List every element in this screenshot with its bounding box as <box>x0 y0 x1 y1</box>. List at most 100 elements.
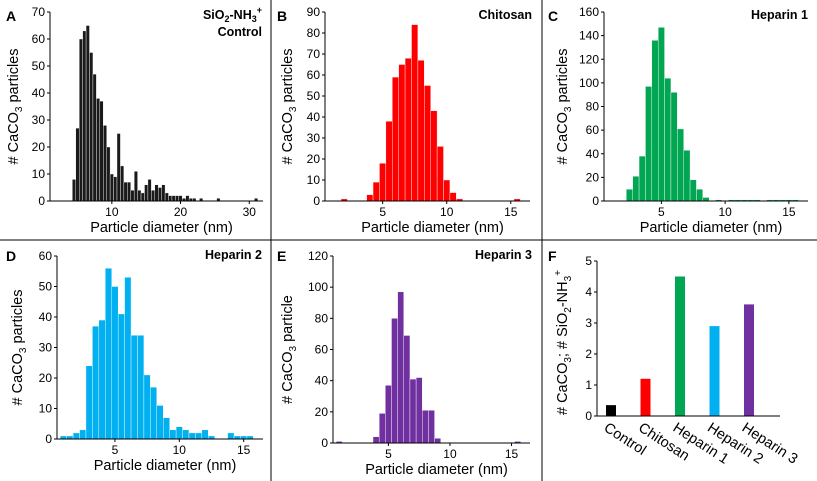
panel-d-x-label: Particle diameter (nm) <box>94 458 237 474</box>
panel-e-y-tick-label: 0 <box>321 436 328 450</box>
panel-f-y-tick-label: 4 <box>585 285 592 299</box>
panel-d-bar <box>137 335 145 440</box>
panel-d-bar <box>105 268 112 440</box>
panel-e-x-label: Particle diameter (nm) <box>365 462 508 478</box>
panel-c-bar <box>664 77 672 202</box>
panel-e-y-tick-label: 100 <box>308 280 328 294</box>
panel-letter-f: F <box>548 248 557 264</box>
panel-b-bar <box>372 181 380 202</box>
panel-c-bar <box>670 92 678 202</box>
panel-d-bar <box>156 405 164 440</box>
panel-e-x-tick-label: 15 <box>505 447 519 461</box>
panel-a-bar <box>130 189 135 202</box>
panel-a-y-tick-label: 70 <box>32 5 46 19</box>
panel-a-y-tick-label: 10 <box>32 167 46 181</box>
panel-a-bar <box>140 192 145 202</box>
panel-c-x-tick-label: 15 <box>782 205 796 219</box>
panel-b-bar <box>436 146 444 202</box>
panel-letter-c: C <box>548 8 558 24</box>
panel-a-y-tick-label: 60 <box>32 32 46 46</box>
panel-e-bar <box>397 291 404 444</box>
panel-a-bar <box>185 195 190 202</box>
panel-d-bar <box>175 426 183 440</box>
panel-b-bar <box>366 194 374 202</box>
panel-c-x-tick-label: 10 <box>718 205 732 219</box>
panel-c-bar <box>702 197 710 202</box>
panel-a-bar <box>116 133 121 202</box>
panel-d-bar <box>195 432 203 440</box>
panel-b-bar <box>411 24 419 202</box>
panel-a-y-tick-label: 50 <box>32 59 46 73</box>
panel-letter-a: A <box>6 8 16 24</box>
panel-a-y-label: # CaCO3 particles <box>6 49 25 165</box>
panel-b-bar <box>404 58 412 202</box>
panel-c-bar <box>645 86 653 202</box>
panel-d-bar <box>143 374 151 440</box>
panel-a-bar <box>151 189 155 202</box>
panel-d-y-tick-label: 10 <box>39 402 53 416</box>
panel-c-bar <box>696 188 704 202</box>
panel-a-bar <box>127 181 131 202</box>
panel-b-bar <box>385 120 393 202</box>
panel-c-bar <box>638 155 646 202</box>
panel-d-x-tick-label: 15 <box>237 443 251 457</box>
panel-a-bar <box>178 195 183 202</box>
panel-b-y-tick-label: 30 <box>307 131 321 145</box>
panel-a-bar <box>85 25 90 202</box>
panel-a-y-tick-label: 0 <box>38 194 45 208</box>
panel-f-y-tick-label: 5 <box>585 254 592 268</box>
panel-d-bar <box>150 386 157 440</box>
panel-b-x-tick-label: 15 <box>504 205 518 219</box>
panel-c-title: Heparin 1 <box>751 8 808 22</box>
panel-f-y-label: # CaCO3; # SiO2-NH3+ <box>553 270 574 415</box>
panel-a-bar <box>161 184 166 202</box>
panel-c-y-tick-label: 120 <box>579 52 599 66</box>
panel-a-bar <box>79 38 83 202</box>
panel-b-bar <box>417 60 425 202</box>
panel-d-bar <box>227 432 235 440</box>
panel-a-bar <box>175 195 180 202</box>
panel-d-bar <box>169 429 177 440</box>
panel-d-bar <box>111 286 119 440</box>
panel-e: E Heparin 3 0 20 40 60 80 100 120 5 10 15Particle… <box>277 248 532 478</box>
panel-e-bar <box>428 410 435 444</box>
panel-d-y-label: # CaCO3 particles <box>10 290 29 406</box>
panel-b-y-tick-label: 70 <box>307 47 321 61</box>
panel-c-y-label: # CaCO3 particles <box>555 49 574 165</box>
panel-d-y-tick-label: 30 <box>39 341 53 355</box>
panel-e-bar <box>391 318 398 444</box>
panel-c-y-tick-label: 100 <box>579 76 599 90</box>
panel-d-bar <box>117 313 125 440</box>
panel-b-y-label: # CaCO3 particles <box>280 49 299 165</box>
panel-a-bar <box>103 125 107 202</box>
panel-d-bar <box>85 365 93 440</box>
panel-e-y-tick-label: 120 <box>308 249 328 263</box>
panel-e-bar <box>415 377 423 444</box>
panel-e-y-tick-label: 60 <box>315 343 329 357</box>
panel-c-x-tick-label: 5 <box>658 205 665 219</box>
panel-c-y-tick-label: 60 <box>586 123 600 137</box>
panel-b-bar <box>392 76 399 202</box>
panel-a-x-label: Particle diameter (nm) <box>90 220 233 236</box>
panel-a-y-tick-label: 30 <box>32 113 46 127</box>
panel-a-bar <box>92 73 97 202</box>
panel-e-bar <box>385 385 392 444</box>
panel-d-bar <box>124 277 132 440</box>
panel-d-y-tick-label: 20 <box>39 371 53 385</box>
panel-c-y-tick-label: 80 <box>586 100 600 114</box>
panel-f-y-tick-label: 1 <box>585 378 592 392</box>
panel-b-bar <box>443 179 451 202</box>
panel-letter-d: D <box>6 248 16 264</box>
panel-d-y-tick-label: 50 <box>39 280 53 294</box>
panel-a-x-tick-label: 10 <box>105 205 119 219</box>
panel-letter-b: B <box>277 8 287 24</box>
panel-a-title-line2: Control <box>218 25 262 39</box>
panel-d-bar <box>163 417 170 440</box>
panel-e-x-tick-label: 5 <box>385 447 392 461</box>
panel-d-bar <box>182 429 190 440</box>
panel-c-bar <box>632 175 640 202</box>
panel-e-y-tick-label: 80 <box>315 311 329 325</box>
panel-a-y-tick-label: 40 <box>32 86 46 100</box>
